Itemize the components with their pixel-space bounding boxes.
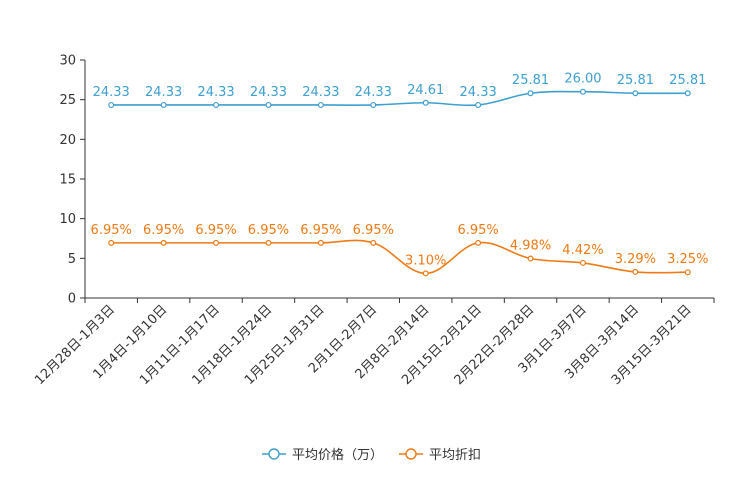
data-point[interactable]: [475, 101, 482, 108]
data-label: 6.95%: [143, 223, 184, 238]
data-point[interactable]: [632, 90, 639, 97]
data-label: 24.61: [407, 83, 444, 98]
data-label: 4.98%: [510, 238, 551, 253]
data-point[interactable]: [579, 88, 586, 95]
data-label: 25.81: [512, 73, 549, 88]
data-point[interactable]: [579, 259, 586, 266]
y-tick-label: 15: [59, 173, 76, 188]
data-point[interactable]: [370, 101, 377, 108]
data-label: 6.95%: [248, 223, 289, 238]
data-label: 25.81: [669, 73, 706, 88]
data-point[interactable]: [213, 239, 220, 246]
data-point[interactable]: [265, 101, 272, 108]
data-point[interactable]: [684, 269, 691, 276]
data-label: 24.33: [197, 85, 234, 100]
data-point[interactable]: [684, 90, 691, 97]
data-point[interactable]: [632, 268, 639, 275]
data-point[interactable]: [317, 101, 324, 108]
y-tick-label: 25: [59, 93, 76, 108]
data-label: 24.33: [302, 85, 339, 100]
data-point[interactable]: [160, 101, 167, 108]
data-label: 26.00: [564, 72, 601, 87]
data-label: 24.33: [355, 85, 392, 100]
data-point[interactable]: [527, 90, 534, 97]
data-label: 3.29%: [615, 252, 656, 267]
legend-item-avg-price[interactable]: 平均价格（万）: [262, 447, 383, 463]
series-avg-discount: 6.95% 6.95% 6.95% 6.95% 6.95% 6.95% 3.10% 6.95%…: [91, 223, 708, 277]
data-label: 25.81: [617, 73, 654, 88]
data-point[interactable]: [527, 255, 534, 262]
data-label: 3.25%: [667, 252, 708, 267]
data-point[interactable]: [265, 239, 272, 246]
legend-label: 平均折扣: [429, 448, 481, 463]
data-label: 6.95%: [195, 223, 236, 238]
series-avg-price: 24.33 24.33 24.33 24.33 24.33 24.33 24.61 24.33…: [93, 72, 706, 108]
data-label: 3.10%: [405, 253, 446, 268]
legend-marker-icon: [268, 448, 280, 460]
legend-label: 平均价格（万）: [292, 447, 383, 463]
data-label: 6.95%: [300, 223, 341, 238]
data-label: 24.33: [93, 85, 130, 100]
data-label: 6.95%: [457, 223, 498, 238]
legend-item-avg-discount[interactable]: 平均折扣: [399, 448, 481, 463]
series-layer: 24.33 24.33 24.33 24.33 24.33 24.33 24.61 24.33…: [91, 72, 708, 277]
y-tick-label: 0: [68, 292, 76, 307]
data-point[interactable]: [108, 101, 115, 108]
data-point[interactable]: [160, 239, 167, 246]
data-label: 24.33: [250, 85, 287, 100]
data-label: 6.95%: [353, 223, 394, 238]
legend-marker-icon: [405, 448, 417, 460]
data-point[interactable]: [370, 239, 377, 246]
data-label: 6.95%: [91, 223, 132, 238]
data-label: 24.33: [460, 85, 497, 100]
series-line: [111, 90, 688, 107]
legend[interactable]: 平均价格（万） 平均折扣: [262, 447, 481, 463]
data-point[interactable]: [213, 101, 220, 108]
y-tick-label: 5: [68, 252, 76, 267]
data-point[interactable]: [475, 239, 482, 246]
y-tick-label: 30: [59, 54, 76, 69]
data-point[interactable]: [317, 239, 324, 246]
data-label: 4.42%: [562, 243, 603, 258]
data-label: 24.33: [145, 85, 182, 100]
data-point[interactable]: [422, 270, 429, 277]
data-point[interactable]: [422, 99, 429, 106]
data-point[interactable]: [108, 239, 115, 246]
y-tick-label: 20: [59, 133, 76, 148]
y-tick-label: 10: [59, 212, 76, 227]
